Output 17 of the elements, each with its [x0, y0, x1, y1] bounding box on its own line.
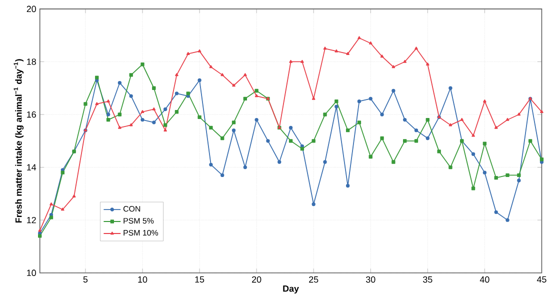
x-tick-label: 5 [83, 276, 88, 283]
y-tick-label: 20 [26, 6, 36, 12]
y-axis-title: Fresh matter intake (kg animal$^{−1}$ day$^{−1}$) [14, 59, 24, 223]
x-tick-label: 25 [309, 276, 318, 283]
x-tick-label: 30 [366, 276, 376, 283]
x-tick-label: 15 [195, 276, 204, 283]
x-tick-label: 35 [423, 276, 432, 283]
x-tick-label: 45 [536, 276, 546, 283]
x-tick-label: 20 [252, 276, 262, 283]
y-tick-label: 10 [27, 270, 36, 276]
x-axis-title: Day [283, 286, 299, 294]
x-tick-label: 10 [138, 276, 148, 283]
x-tick-label: 40 [480, 276, 490, 283]
y-tick-label: 16 [27, 111, 36, 118]
y-tick-label: 18 [27, 58, 36, 66]
y-tick-label: 12 [27, 217, 36, 224]
y-tick-label: 14 [27, 164, 36, 170]
